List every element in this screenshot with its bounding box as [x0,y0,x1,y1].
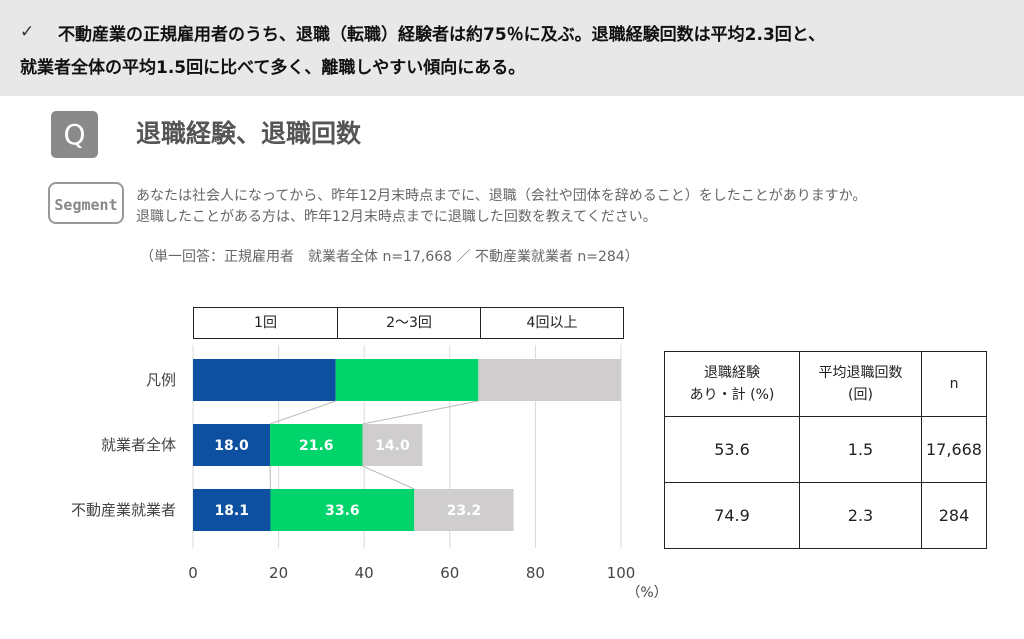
bar-segment [414,489,514,531]
legend-swatch [478,359,621,401]
stacked-bar-chart: 凡例 18.0 21.6 14.0 就業者全体 18.1 33.6 23.2 不動産業就業者 0 2… [71,345,660,601]
data-label: 23.2 [447,503,482,519]
category-label: 就業者全体 [101,436,176,454]
connector-line [269,400,336,425]
summary-banner: ✓ 不動産業の正規雇用者のうち、退職（転職）経験者は約75％に及ぶ。退職経験回数… [0,0,1024,96]
x-tick-label: 20 [269,564,288,582]
segment-badge: Segment [48,182,124,224]
table-row: 74.9 2.3 284 [664,482,987,549]
legend-label: 4回以上 [480,308,623,338]
data-label: 14.0 [375,438,410,454]
category-label: 不動産業就業者 [71,501,176,519]
table-header-average: 平均退職回数 (回) [799,351,922,417]
legend-swatch [193,359,336,401]
bar-segment [270,489,415,531]
table-cell: 53.6 [664,416,800,483]
x-tick-label: 60 [440,564,459,582]
data-label: 33.6 [325,503,360,519]
header-text: n [949,376,959,392]
header-text: 平均退職回数 (回) [818,365,903,403]
table-header-row: 退職経験 あり・計 (%) 平均退職回数 (回) n [664,351,987,417]
x-tick-label: 100 [607,564,636,582]
table-cell: 74.9 [664,482,800,549]
table-header-n: n [921,351,987,417]
connector-line [362,465,415,490]
data-label: 18.0 [214,438,249,454]
answer-note: （単一回答：正規雇用者 就業者全体 n=17,668 ／ 不動産業就業者 n=2… [140,249,639,265]
table-cell: 2.3 [799,482,922,549]
connector-line [362,400,479,425]
bar-segment [362,424,423,466]
bar-segment [270,424,363,466]
summary-table: 退職経験 あり・計 (%) 平均退職回数 (回) n 53.6 1.5 17,6… [664,351,987,549]
table-cell: 284 [921,482,987,549]
table-cell: 1.5 [799,416,922,483]
question-text-2: 退職したことがある方は、昨年12月末時点までに退職した回数を教えてください。 [136,209,657,225]
table-row: 53.6 1.5 17,668 [664,416,987,483]
x-tick-label: 0 [188,564,198,582]
table-cell: 17,668 [921,416,987,483]
legend-header-row: 1回 2〜3回 4回以上 [193,307,624,339]
x-axis-unit: （%） [626,585,660,601]
question-badge: Q [51,111,98,158]
header-text: 退職経験 あり・計 (%) [689,365,775,403]
question-text-1: あなたは社会人になってから、昨年12月末時点までに、退職（会社や団体を辞めること… [136,188,867,204]
bar-segment [193,489,271,531]
page-title: 退職経験、退職回数 [136,119,362,148]
legend-label: 1回 [254,315,277,331]
summary-line-2: 就業者全体の平均1.5回に比べて多く、離職しやすい傾向にある。 [20,58,526,78]
data-label: 18.1 [214,503,249,519]
table-header-experience: 退職経験 あり・計 (%) [664,351,800,417]
bar-segment [193,424,271,466]
legend-swatch [335,359,479,401]
legend-label: 2〜3回 [337,308,480,338]
x-tick-label: 40 [355,564,374,582]
summary-line-1: 不動産業の正規雇用者のうち、退職（転職）経験者は約75％に及ぶ。退職経験回数は平… [58,25,826,45]
x-tick-label: 80 [526,564,545,582]
check-icon: ✓ [20,22,35,42]
data-label: 21.6 [299,438,334,454]
legend-row-label: 凡例 [146,371,176,389]
